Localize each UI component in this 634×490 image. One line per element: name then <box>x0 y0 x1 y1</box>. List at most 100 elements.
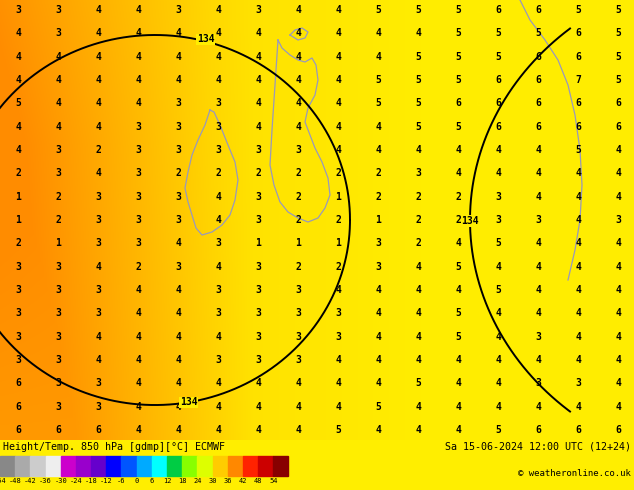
Bar <box>137 456 152 476</box>
Text: 3: 3 <box>295 285 301 295</box>
Text: 5: 5 <box>455 308 461 318</box>
Text: 4: 4 <box>535 192 541 202</box>
Text: 4: 4 <box>615 262 621 271</box>
Text: 2: 2 <box>415 192 421 202</box>
Text: 3: 3 <box>295 308 301 318</box>
Text: 5: 5 <box>375 5 381 15</box>
Text: 2: 2 <box>415 238 421 248</box>
Text: 4: 4 <box>575 169 581 178</box>
Text: 4: 4 <box>15 28 21 38</box>
Text: 3: 3 <box>95 378 101 389</box>
Text: 2: 2 <box>55 215 61 225</box>
Text: 5: 5 <box>415 51 421 62</box>
Text: 6: 6 <box>15 378 21 389</box>
Text: 5: 5 <box>495 51 501 62</box>
Text: 5: 5 <box>455 75 461 85</box>
Bar <box>30 456 46 476</box>
Text: -18: -18 <box>85 478 98 484</box>
Text: 4: 4 <box>495 378 501 389</box>
Text: 3: 3 <box>175 122 181 132</box>
Text: 4: 4 <box>615 145 621 155</box>
Text: 4: 4 <box>215 75 221 85</box>
Text: 5: 5 <box>575 5 581 15</box>
Text: 5: 5 <box>415 378 421 389</box>
Text: 3: 3 <box>55 28 61 38</box>
Bar <box>46 456 61 476</box>
Text: 4: 4 <box>15 75 21 85</box>
Text: 4: 4 <box>575 285 581 295</box>
Text: 3: 3 <box>375 238 381 248</box>
Text: 4: 4 <box>135 378 141 389</box>
Text: 6: 6 <box>150 478 154 484</box>
Text: 4: 4 <box>135 5 141 15</box>
Bar <box>228 456 243 476</box>
Text: 4: 4 <box>255 402 261 412</box>
Text: 4: 4 <box>535 238 541 248</box>
Text: 0: 0 <box>134 478 139 484</box>
Text: 5: 5 <box>455 262 461 271</box>
Text: 4: 4 <box>495 402 501 412</box>
Text: 3: 3 <box>55 285 61 295</box>
Text: 4: 4 <box>615 355 621 365</box>
Text: -24: -24 <box>70 478 82 484</box>
Text: 24: 24 <box>193 478 202 484</box>
Text: 3: 3 <box>55 355 61 365</box>
Text: 4: 4 <box>415 28 421 38</box>
Text: 3: 3 <box>215 238 221 248</box>
Text: 3: 3 <box>255 215 261 225</box>
Text: 4: 4 <box>535 145 541 155</box>
Text: 5: 5 <box>415 75 421 85</box>
Text: 3: 3 <box>55 145 61 155</box>
Bar <box>0 456 15 476</box>
Text: 3: 3 <box>335 308 341 318</box>
Text: 6: 6 <box>575 51 581 62</box>
Text: 18: 18 <box>178 478 186 484</box>
Bar <box>122 456 137 476</box>
Text: 6: 6 <box>55 425 61 435</box>
Text: 4: 4 <box>615 169 621 178</box>
Text: Height/Temp. 850 hPa [gdmp][°C] ECMWF: Height/Temp. 850 hPa [gdmp][°C] ECMWF <box>3 441 225 451</box>
Text: 5: 5 <box>375 75 381 85</box>
Text: 48: 48 <box>254 478 262 484</box>
Text: 4: 4 <box>615 192 621 202</box>
Text: © weatheronline.co.uk: © weatheronline.co.uk <box>518 469 631 478</box>
Text: 4: 4 <box>495 355 501 365</box>
Text: 1: 1 <box>15 215 21 225</box>
Text: -30: -30 <box>55 478 67 484</box>
Text: 4: 4 <box>575 238 581 248</box>
Text: 4: 4 <box>175 51 181 62</box>
Text: 2: 2 <box>415 215 421 225</box>
Text: 4: 4 <box>335 5 341 15</box>
Text: 3: 3 <box>295 145 301 155</box>
Text: 5: 5 <box>15 98 21 108</box>
Text: 4: 4 <box>415 332 421 342</box>
Text: -36: -36 <box>39 478 52 484</box>
Text: 4: 4 <box>215 402 221 412</box>
Text: 4: 4 <box>415 145 421 155</box>
Text: 4: 4 <box>215 425 221 435</box>
Text: 4: 4 <box>295 98 301 108</box>
Text: 3: 3 <box>55 262 61 271</box>
Text: 3: 3 <box>15 262 21 271</box>
Text: 5: 5 <box>575 145 581 155</box>
Text: 4: 4 <box>135 98 141 108</box>
Text: 4: 4 <box>135 425 141 435</box>
Text: 3: 3 <box>255 285 261 295</box>
Text: 4: 4 <box>535 308 541 318</box>
Text: 2: 2 <box>375 169 381 178</box>
Text: 5: 5 <box>615 75 621 85</box>
Text: 5: 5 <box>495 28 501 38</box>
Bar <box>107 456 122 476</box>
Text: 3: 3 <box>175 145 181 155</box>
Text: 3: 3 <box>215 122 221 132</box>
Text: 4: 4 <box>455 145 461 155</box>
Text: 3: 3 <box>175 5 181 15</box>
Bar <box>91 456 107 476</box>
Bar <box>258 456 273 476</box>
Text: 5: 5 <box>495 285 501 295</box>
Text: 1: 1 <box>255 238 261 248</box>
Text: 3: 3 <box>215 285 221 295</box>
Text: 4: 4 <box>95 5 101 15</box>
Text: 7: 7 <box>575 75 581 85</box>
Text: 4: 4 <box>15 51 21 62</box>
